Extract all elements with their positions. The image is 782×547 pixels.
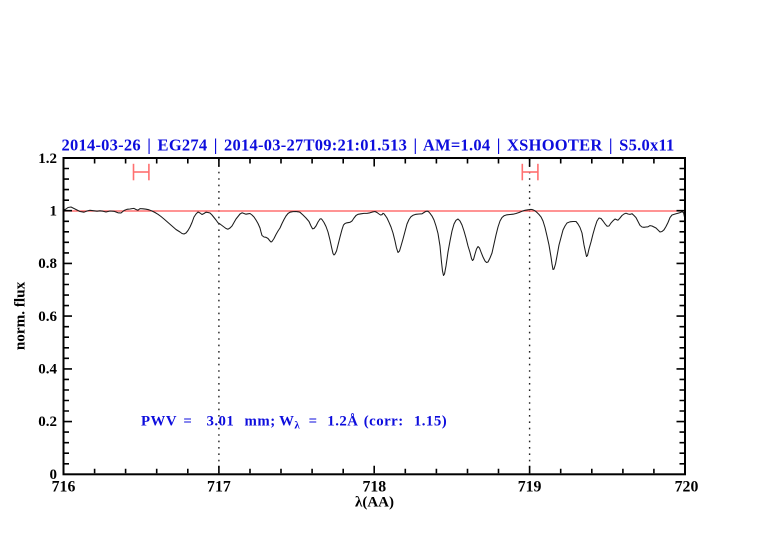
svg-text:PWV: PWV [141,414,177,430]
svg-text:λ(AA): λ(AA) [355,495,394,511]
svg-text:1.15): 1.15) [414,414,447,430]
svg-text:1.2Å: 1.2Å [327,414,358,430]
svg-text:=: = [309,414,318,430]
svg-text:719: 719 [518,479,542,496]
svg-text:3.01: 3.01 [206,414,234,430]
svg-text:1: 1 [50,204,58,220]
svg-text:720: 720 [675,479,699,496]
svg-text:0.4: 0.4 [38,362,57,378]
svg-text:718: 718 [362,479,386,496]
svg-text:mm;: mm; [245,414,276,430]
svg-text:2014-03-26 | EG274 | 2014-03-2: 2014-03-26 | EG274 | 2014-03-27T09:21:01… [61,136,674,155]
svg-text:W: W [279,414,294,430]
svg-text:0: 0 [50,467,58,483]
svg-text:norm. flux: norm. flux [12,281,29,350]
svg-text:716: 716 [52,479,76,496]
svg-text:λ: λ [294,420,300,432]
svg-text:717: 717 [207,479,231,496]
svg-text:(corr:: (corr: [364,414,404,430]
svg-text:0.6: 0.6 [38,309,57,325]
svg-text:0.8: 0.8 [38,256,57,272]
svg-text:=: = [183,414,192,430]
svg-text:0.2: 0.2 [38,414,57,430]
svg-text:1.2: 1.2 [38,151,57,167]
